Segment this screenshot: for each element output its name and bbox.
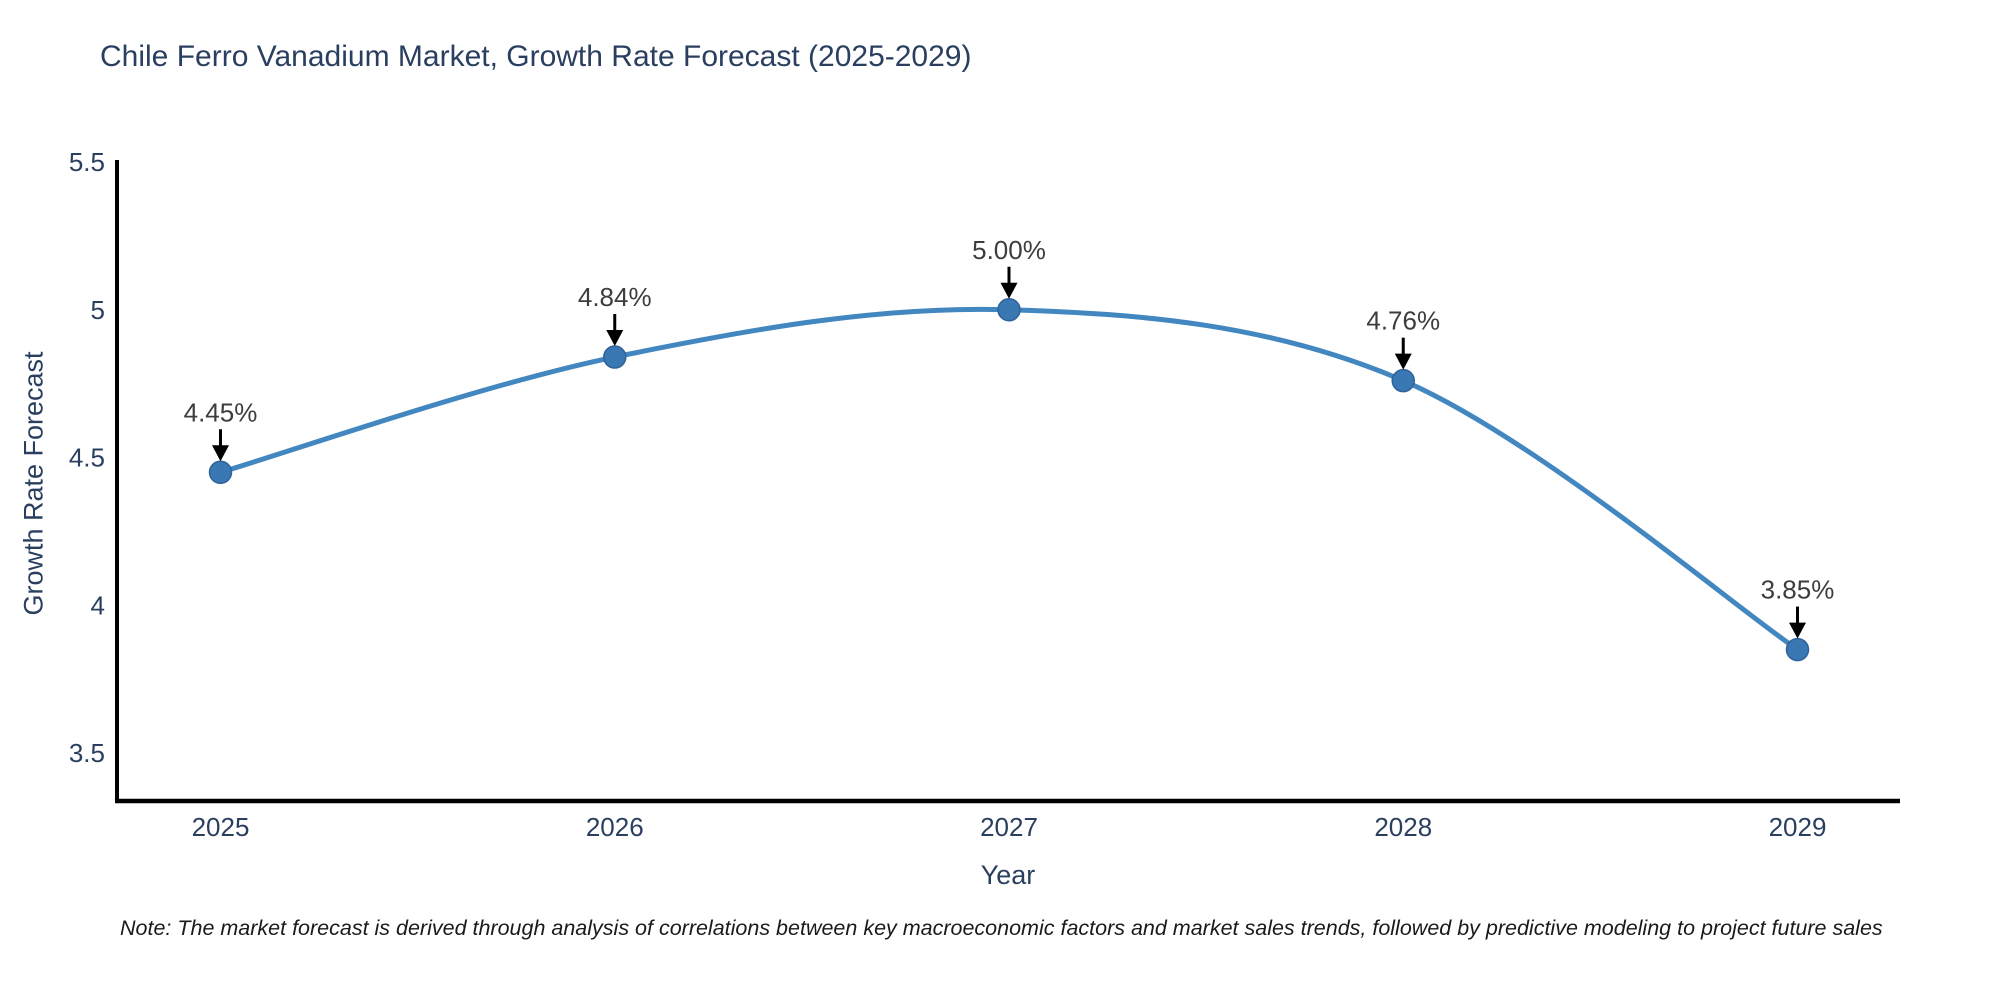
y-tick-label: 4.5 <box>69 443 105 473</box>
y-tick-label: 5 <box>91 295 105 325</box>
annotation-label: 3.85% <box>1761 575 1835 605</box>
y-tick-label: 3.5 <box>69 738 105 768</box>
x-tick-label: 2028 <box>1374 812 1432 842</box>
y-tick-label: 4 <box>91 590 105 620</box>
annotation-arrowhead <box>1000 282 1018 299</box>
x-tick-label: 2025 <box>192 812 250 842</box>
annotation-arrowhead <box>1789 622 1806 639</box>
annotation-arrowhead <box>1394 353 1412 370</box>
data-point-marker <box>208 460 233 485</box>
data-point-marker <box>1785 637 1810 662</box>
footnote-text: Note: The market forecast is derived thr… <box>120 916 1883 940</box>
annotation-arrowhead <box>606 330 624 347</box>
y-axis-title: Growth Rate Forecast <box>18 351 49 616</box>
annotation-label: 4.76% <box>1366 306 1440 336</box>
x-axis-title: Year <box>980 860 1036 890</box>
data-point-marker <box>1391 368 1415 393</box>
data-point-marker <box>997 298 1021 322</box>
y-tick-label: 5.5 <box>69 147 105 177</box>
chart-title: Chile Ferro Vanadium Market, Growth Rate… <box>100 40 972 73</box>
annotation-label: 4.45% <box>184 397 258 427</box>
data-point-marker <box>603 345 627 369</box>
annotation-label: 4.84% <box>578 282 652 312</box>
x-tick-label: 2027 <box>980 812 1038 842</box>
annotation-arrowhead <box>212 445 229 462</box>
x-tick-label: 2026 <box>586 812 644 842</box>
forecast-line <box>218 306 1800 653</box>
annotation-label: 5.00% <box>972 235 1046 265</box>
x-tick-label: 2029 <box>1769 812 1827 842</box>
